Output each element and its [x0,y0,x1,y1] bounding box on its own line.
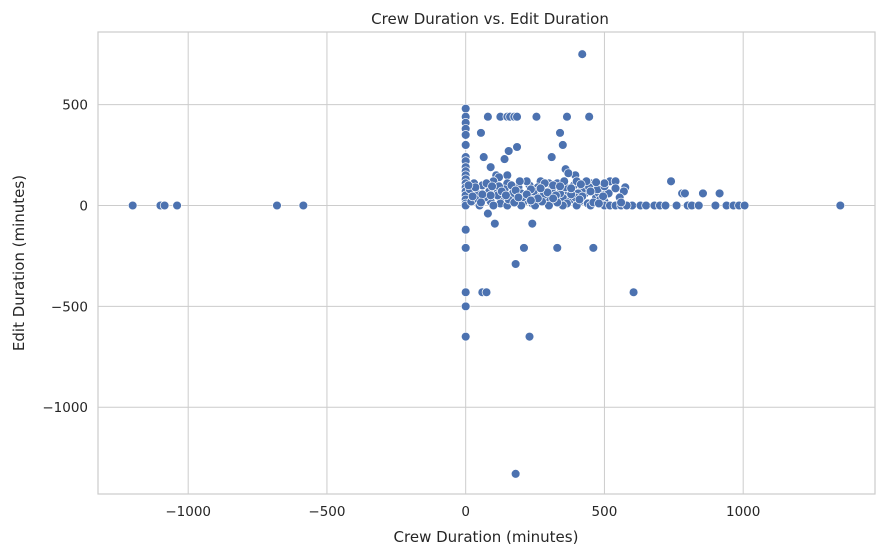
scatter-point [127,200,138,211]
x-tick-label: 0 [461,504,470,520]
scatter-point [694,200,704,211]
scatter-point [460,331,471,342]
scatter-point [159,200,170,211]
scatter-point [485,162,496,172]
scatter-point [487,181,497,192]
scatter-point [460,103,471,114]
scatter-point [660,200,671,211]
scatter-point [490,218,500,229]
scatter-point [172,200,182,211]
x-tick-label: 1000 [726,504,760,520]
scatter-point [548,193,558,204]
scatter-point [598,191,608,202]
tick-labels: −1000 −500 0 500 1000 −1000 −500 0 500 [42,98,760,520]
scatter-point [562,111,572,122]
scatter-point [483,208,493,219]
scatter-point [628,287,639,298]
scatter-point [512,111,522,122]
scatter-point [714,188,725,199]
x-tick-label: 500 [592,504,618,520]
scatter-point [671,200,682,211]
scatter-point [594,198,604,209]
scatter-point [460,287,471,298]
scatter-point [478,152,489,162]
scatter-point [546,152,557,162]
scatter-point [503,146,514,156]
scatter-point [502,170,513,180]
gridlines [98,32,875,494]
scatter-point [515,176,525,187]
scatter-point [510,259,521,269]
scatter-point [527,218,538,229]
scatter-point [680,188,690,199]
scatter-point [576,179,586,190]
scatter-point [584,111,594,122]
scatter-point [698,188,708,199]
scatter-point [641,200,651,211]
scatter-point [555,128,565,138]
scatter-point [476,128,486,138]
scatter-points [127,49,846,479]
scatter-point [499,154,510,164]
scatter-point [552,243,563,253]
y-tick-label: −1000 [42,400,88,416]
scatter-point [588,243,599,253]
scatter-point [272,200,282,211]
scatter-point [531,111,542,122]
scatter-point [577,49,587,59]
scatter-point [460,140,471,150]
scatter-point [739,200,750,211]
scatter-point [599,178,610,189]
scatter-point [544,200,554,211]
scatter-point [555,181,565,192]
y-axis-label: Edit Duration (minutes) [10,175,28,351]
y-tick-label: 500 [62,98,88,114]
scatter-point [524,331,535,342]
scatter-point [483,111,493,122]
scatter-point [298,200,309,211]
scatter-point [610,183,621,194]
chart-title: Crew Duration vs. Edit Duration [371,10,609,28]
scatter-point [476,197,486,208]
x-axis-label: Crew Duration (minutes) [394,528,579,546]
scatter-point [574,194,585,205]
scatter-point [710,200,721,211]
x-tick-label: −1000 [165,504,211,520]
scatter-point [463,180,474,191]
scatter-point [513,192,524,203]
scatter-point [477,189,488,200]
x-tick-label: −500 [308,504,345,520]
scatter-point [485,190,496,201]
scatter-point [488,200,499,211]
plot-frame [97,31,876,495]
scatter-point [501,190,511,201]
scatter-point [542,187,553,198]
scatter-point [467,191,478,202]
scatter-point [616,197,626,208]
scatter-point [526,195,536,206]
scatter-point [460,224,471,235]
scatter-point [591,177,601,188]
scatter-point [835,200,846,211]
scatter-point [481,287,492,298]
scatter-point [519,243,529,253]
scatter-point [510,469,521,479]
y-tick-label: 0 [79,199,88,215]
scatter-point [460,243,471,253]
scatter-point [563,168,574,178]
scatter-point [512,142,522,152]
y-tick-label: −500 [51,299,88,315]
scatter-point [566,183,576,194]
scatter-point [535,183,546,194]
scatter-point [558,140,568,150]
scatter-point [585,186,596,197]
scatter-point [460,130,471,140]
scatter-point [666,176,676,187]
scatter-point [460,301,471,312]
